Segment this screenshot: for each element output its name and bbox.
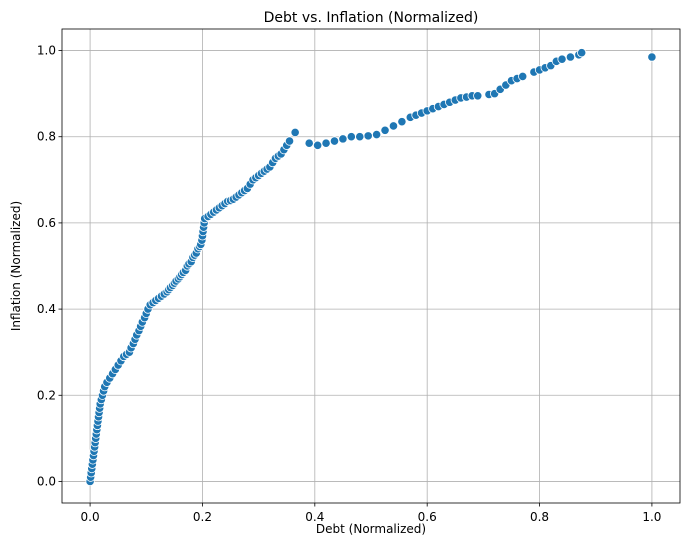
x-tick-label: 0.6: [418, 510, 437, 524]
data-point: [518, 71, 528, 82]
grid: [62, 29, 680, 503]
data-point: [565, 52, 576, 62]
y-tick-label: 0.0: [37, 474, 56, 488]
y-tick-label: 0.4: [37, 302, 56, 316]
data-point: [329, 136, 340, 146]
y-tick-label: 0.2: [37, 388, 56, 402]
data-point: [284, 136, 295, 146]
x-tick-label: 0.4: [305, 510, 324, 524]
y-tick-label: 0.6: [37, 216, 56, 230]
data-point: [355, 132, 365, 142]
data-point: [313, 140, 323, 150]
data-point: [473, 91, 483, 101]
axis-ticks: 0.0 0.2 0.4 0.6 0.8 1.0 0.0 0.2 0.4 0.6 0.8 1.0: [37, 44, 662, 524]
y-axis-label: Inflation (Normalized): [9, 201, 23, 331]
data-points: [85, 48, 657, 487]
data-point: [363, 131, 373, 141]
data-point: [397, 117, 407, 127]
x-tick-label: 0.2: [193, 510, 212, 524]
data-point: [338, 134, 348, 144]
y-tick-label: 1.0: [37, 44, 56, 58]
data-point: [290, 127, 300, 138]
x-tick-label: 1.0: [642, 510, 661, 524]
plot-frame: [61, 28, 681, 504]
data-point: [380, 125, 390, 135]
data-point: [321, 138, 331, 148]
chart-title: Debt vs. Inflation (Normalized): [264, 10, 479, 26]
x-axis-label: Debt (Normalized): [316, 522, 426, 536]
data-point: [346, 132, 356, 142]
x-tick-label: 0.8: [530, 510, 549, 524]
data-point: [304, 138, 314, 148]
data-point: [372, 129, 382, 140]
data-point: [388, 121, 399, 131]
y-tick-label: 0.8: [37, 130, 56, 144]
data-point: [577, 48, 587, 58]
data-point: [557, 54, 567, 64]
x-tick-label: 0.0: [81, 510, 100, 524]
data-point: [647, 52, 657, 62]
